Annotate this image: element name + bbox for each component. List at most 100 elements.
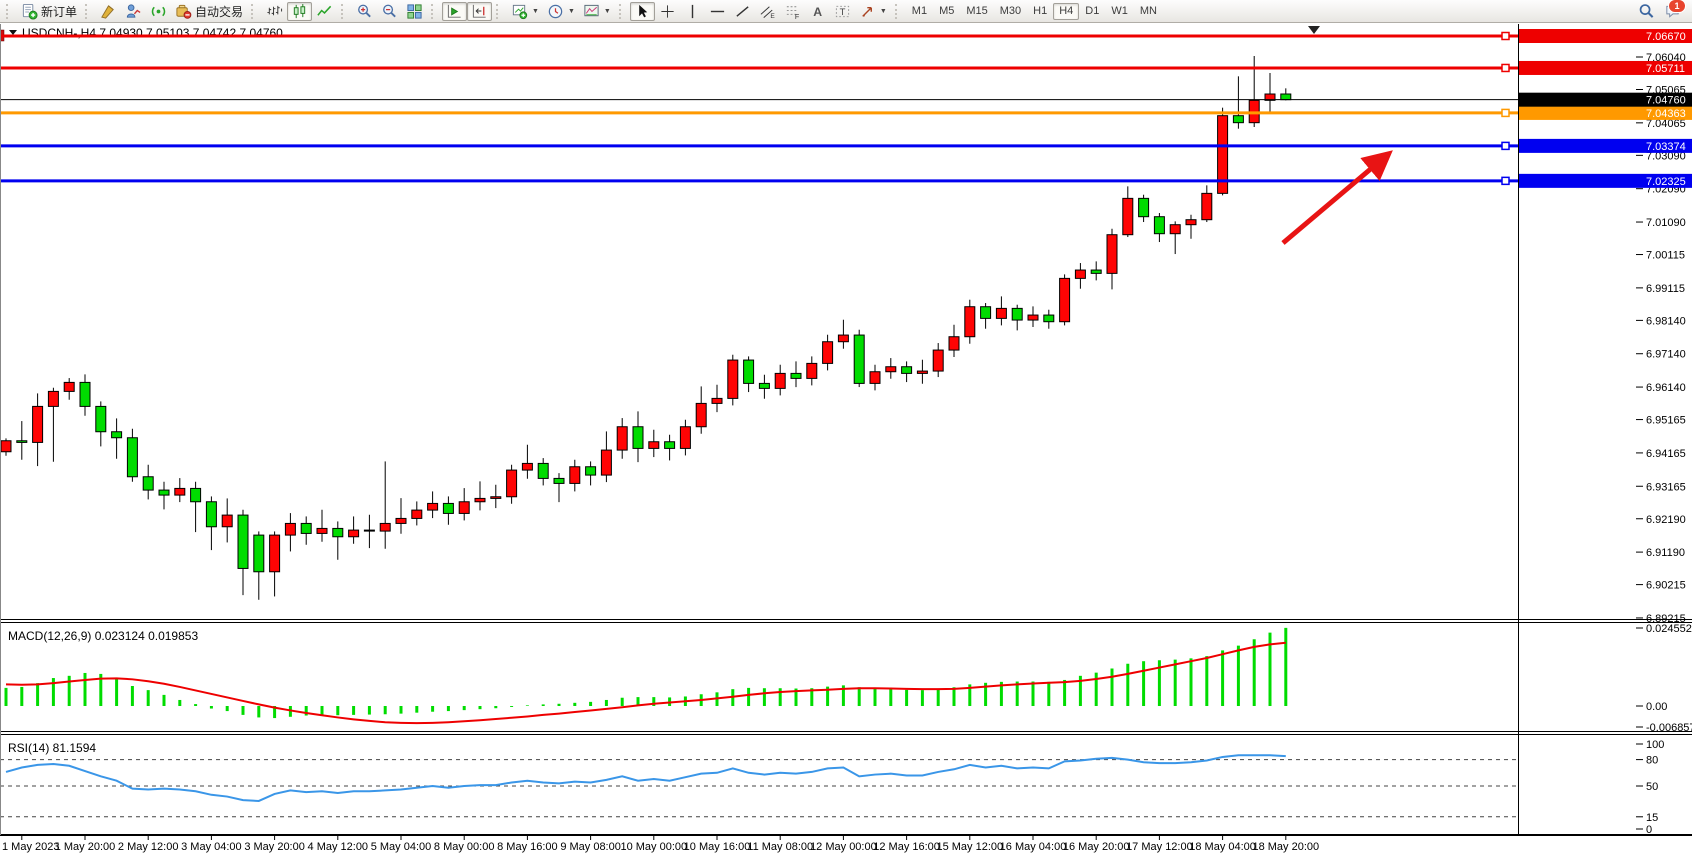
search-button[interactable]: [1636, 1, 1656, 21]
styler-button[interactable]: [96, 2, 121, 21]
bear-candle: [664, 441, 676, 449]
price-tick-label: 6.93165: [1646, 481, 1686, 493]
hline-handle[interactable]: [1501, 31, 1510, 41]
vertical-line-button[interactable]: [680, 2, 705, 21]
hline-price-badge-label: 7.03374: [1646, 141, 1686, 153]
tf-mn-tab[interactable]: MN: [1134, 3, 1163, 20]
bull-candle: [316, 527, 328, 534]
bear-candle: [853, 334, 865, 384]
autotrading-button[interactable]: 自动交易: [171, 2, 247, 21]
trend-arrow-annotation[interactable]: [1281, 150, 1393, 245]
hline-price-badge: [1519, 105, 1692, 120]
chart-menu-triangle-icon[interactable]: [9, 30, 17, 35]
bull-candle: [679, 426, 691, 449]
fibonacci-button[interactable]: F: [780, 2, 805, 21]
chevron-down-icon: ▼: [567, 7, 575, 15]
new-chart-button[interactable]: ▼: [507, 2, 543, 21]
zoom-in-button[interactable]: [352, 2, 377, 21]
price-tick-label: 6.96140: [1646, 382, 1686, 394]
tf-m30-label: M30: [999, 5, 1022, 17]
svg-text:A: A: [813, 4, 822, 18]
tf-h4-tab[interactable]: H4: [1053, 2, 1080, 20]
tile-windows-button[interactable]: [402, 2, 427, 21]
time-tick-label: 8 May 00:00: [434, 841, 495, 853]
svg-text:E: E: [770, 13, 775, 20]
bull-candle: [269, 534, 281, 573]
bull-candle: [948, 336, 960, 351]
crosshair-button[interactable]: [655, 2, 680, 21]
bull-candle: [837, 334, 849, 343]
market-watch-icon: [125, 3, 142, 20]
trendline-button[interactable]: [730, 2, 755, 21]
tf-h1-tab[interactable]: H1: [1027, 3, 1053, 20]
tf-m15-tab[interactable]: M15: [960, 3, 993, 20]
chat-button[interactable]: 1: [1662, 0, 1686, 21]
tf-w1-tab[interactable]: W1: [1105, 3, 1134, 20]
bull-candle: [869, 371, 881, 384]
hline-price-badge: [1519, 60, 1692, 75]
price-axis[interactable]: 7.060407.050657.040657.030907.020907.010…: [1519, 28, 1692, 836]
signals-button[interactable]: [146, 2, 171, 21]
new-order-icon: [21, 3, 38, 20]
bear-candle: [126, 437, 138, 478]
bull-candle: [616, 426, 628, 451]
bear-candle: [743, 359, 755, 384]
current-price-badge-label: 7.04760: [1646, 95, 1686, 107]
tf-h1-label: H1: [1033, 5, 1048, 17]
candle-chart-button[interactable]: [287, 1, 313, 21]
bear-candle: [980, 306, 992, 319]
bear-candle: [95, 405, 107, 433]
text-label-button[interactable]: T: [830, 2, 855, 21]
arrows-button[interactable]: ▼: [855, 2, 891, 21]
toolbar-group-grip: [6, 3, 14, 19]
bull-candle: [1201, 192, 1213, 221]
bear-candle: [1138, 197, 1150, 218]
bull-candle: [711, 397, 723, 404]
templates-button[interactable]: ▼: [579, 2, 615, 21]
time-tick-label: 2 May 12:00: [118, 841, 179, 853]
tf-m30-tab[interactable]: M30: [994, 3, 1027, 20]
bull-candle: [1217, 115, 1229, 194]
time-tick-label: 11 May 08:00: [747, 841, 813, 853]
periods-button[interactable]: ▼: [543, 2, 579, 21]
text-button[interactable]: A: [805, 2, 830, 21]
price-tick-label: 6.91190: [1646, 547, 1685, 559]
new-order-button[interactable]: 新订单: [17, 2, 81, 21]
line-chart-button[interactable]: [312, 2, 337, 21]
macd-indicator: [4, 627, 1288, 725]
price-tick-label: 6.95165: [1646, 415, 1686, 427]
time-tick-label: 18 May 20:00: [1252, 841, 1319, 853]
bull-candle: [47, 390, 59, 407]
bull-candle: [806, 362, 818, 379]
auto-scroll-button[interactable]: [442, 1, 468, 21]
hline-handle[interactable]: [1501, 63, 1510, 73]
channel-icon: E: [759, 3, 776, 20]
horizontal-line-button[interactable]: [705, 2, 730, 21]
bull-candle: [1185, 219, 1197, 226]
zoom-out-button[interactable]: [377, 2, 402, 21]
hline-handle[interactable]: [1501, 176, 1510, 186]
bar-chart-button[interactable]: [262, 2, 287, 21]
market-watch-button[interactable]: [121, 2, 146, 21]
new-order-label: 新订单: [41, 4, 78, 19]
bull-candle: [411, 509, 423, 519]
bull-candle: [600, 449, 612, 476]
macd-axis-label: 0.00: [1646, 701, 1667, 713]
bull-candle: [521, 462, 533, 471]
tf-d1-tab[interactable]: D1: [1079, 3, 1105, 20]
equidistant-channel-button[interactable]: E: [755, 2, 780, 21]
tf-m5-tab[interactable]: M5: [933, 3, 960, 20]
cursor-button[interactable]: [629, 1, 655, 21]
hline-handle[interactable]: [1501, 108, 1510, 118]
bull-candle: [458, 501, 470, 514]
text-icon: A: [809, 3, 826, 20]
bull-candle: [32, 405, 44, 443]
chart-shift-marker[interactable]: [1308, 26, 1320, 34]
rsi-axis-label: 100: [1646, 739, 1664, 751]
svg-text:T: T: [840, 6, 846, 17]
chart-shift-button[interactable]: [467, 1, 493, 21]
tf-m1-tab[interactable]: M1: [906, 3, 933, 20]
hline-handle[interactable]: [1501, 141, 1510, 151]
